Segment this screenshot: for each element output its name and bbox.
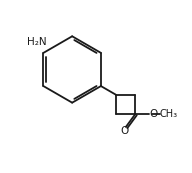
Text: H₂N: H₂N bbox=[27, 37, 47, 47]
Text: O: O bbox=[149, 109, 158, 119]
Text: O: O bbox=[120, 126, 129, 136]
Text: CH₃: CH₃ bbox=[160, 109, 178, 119]
